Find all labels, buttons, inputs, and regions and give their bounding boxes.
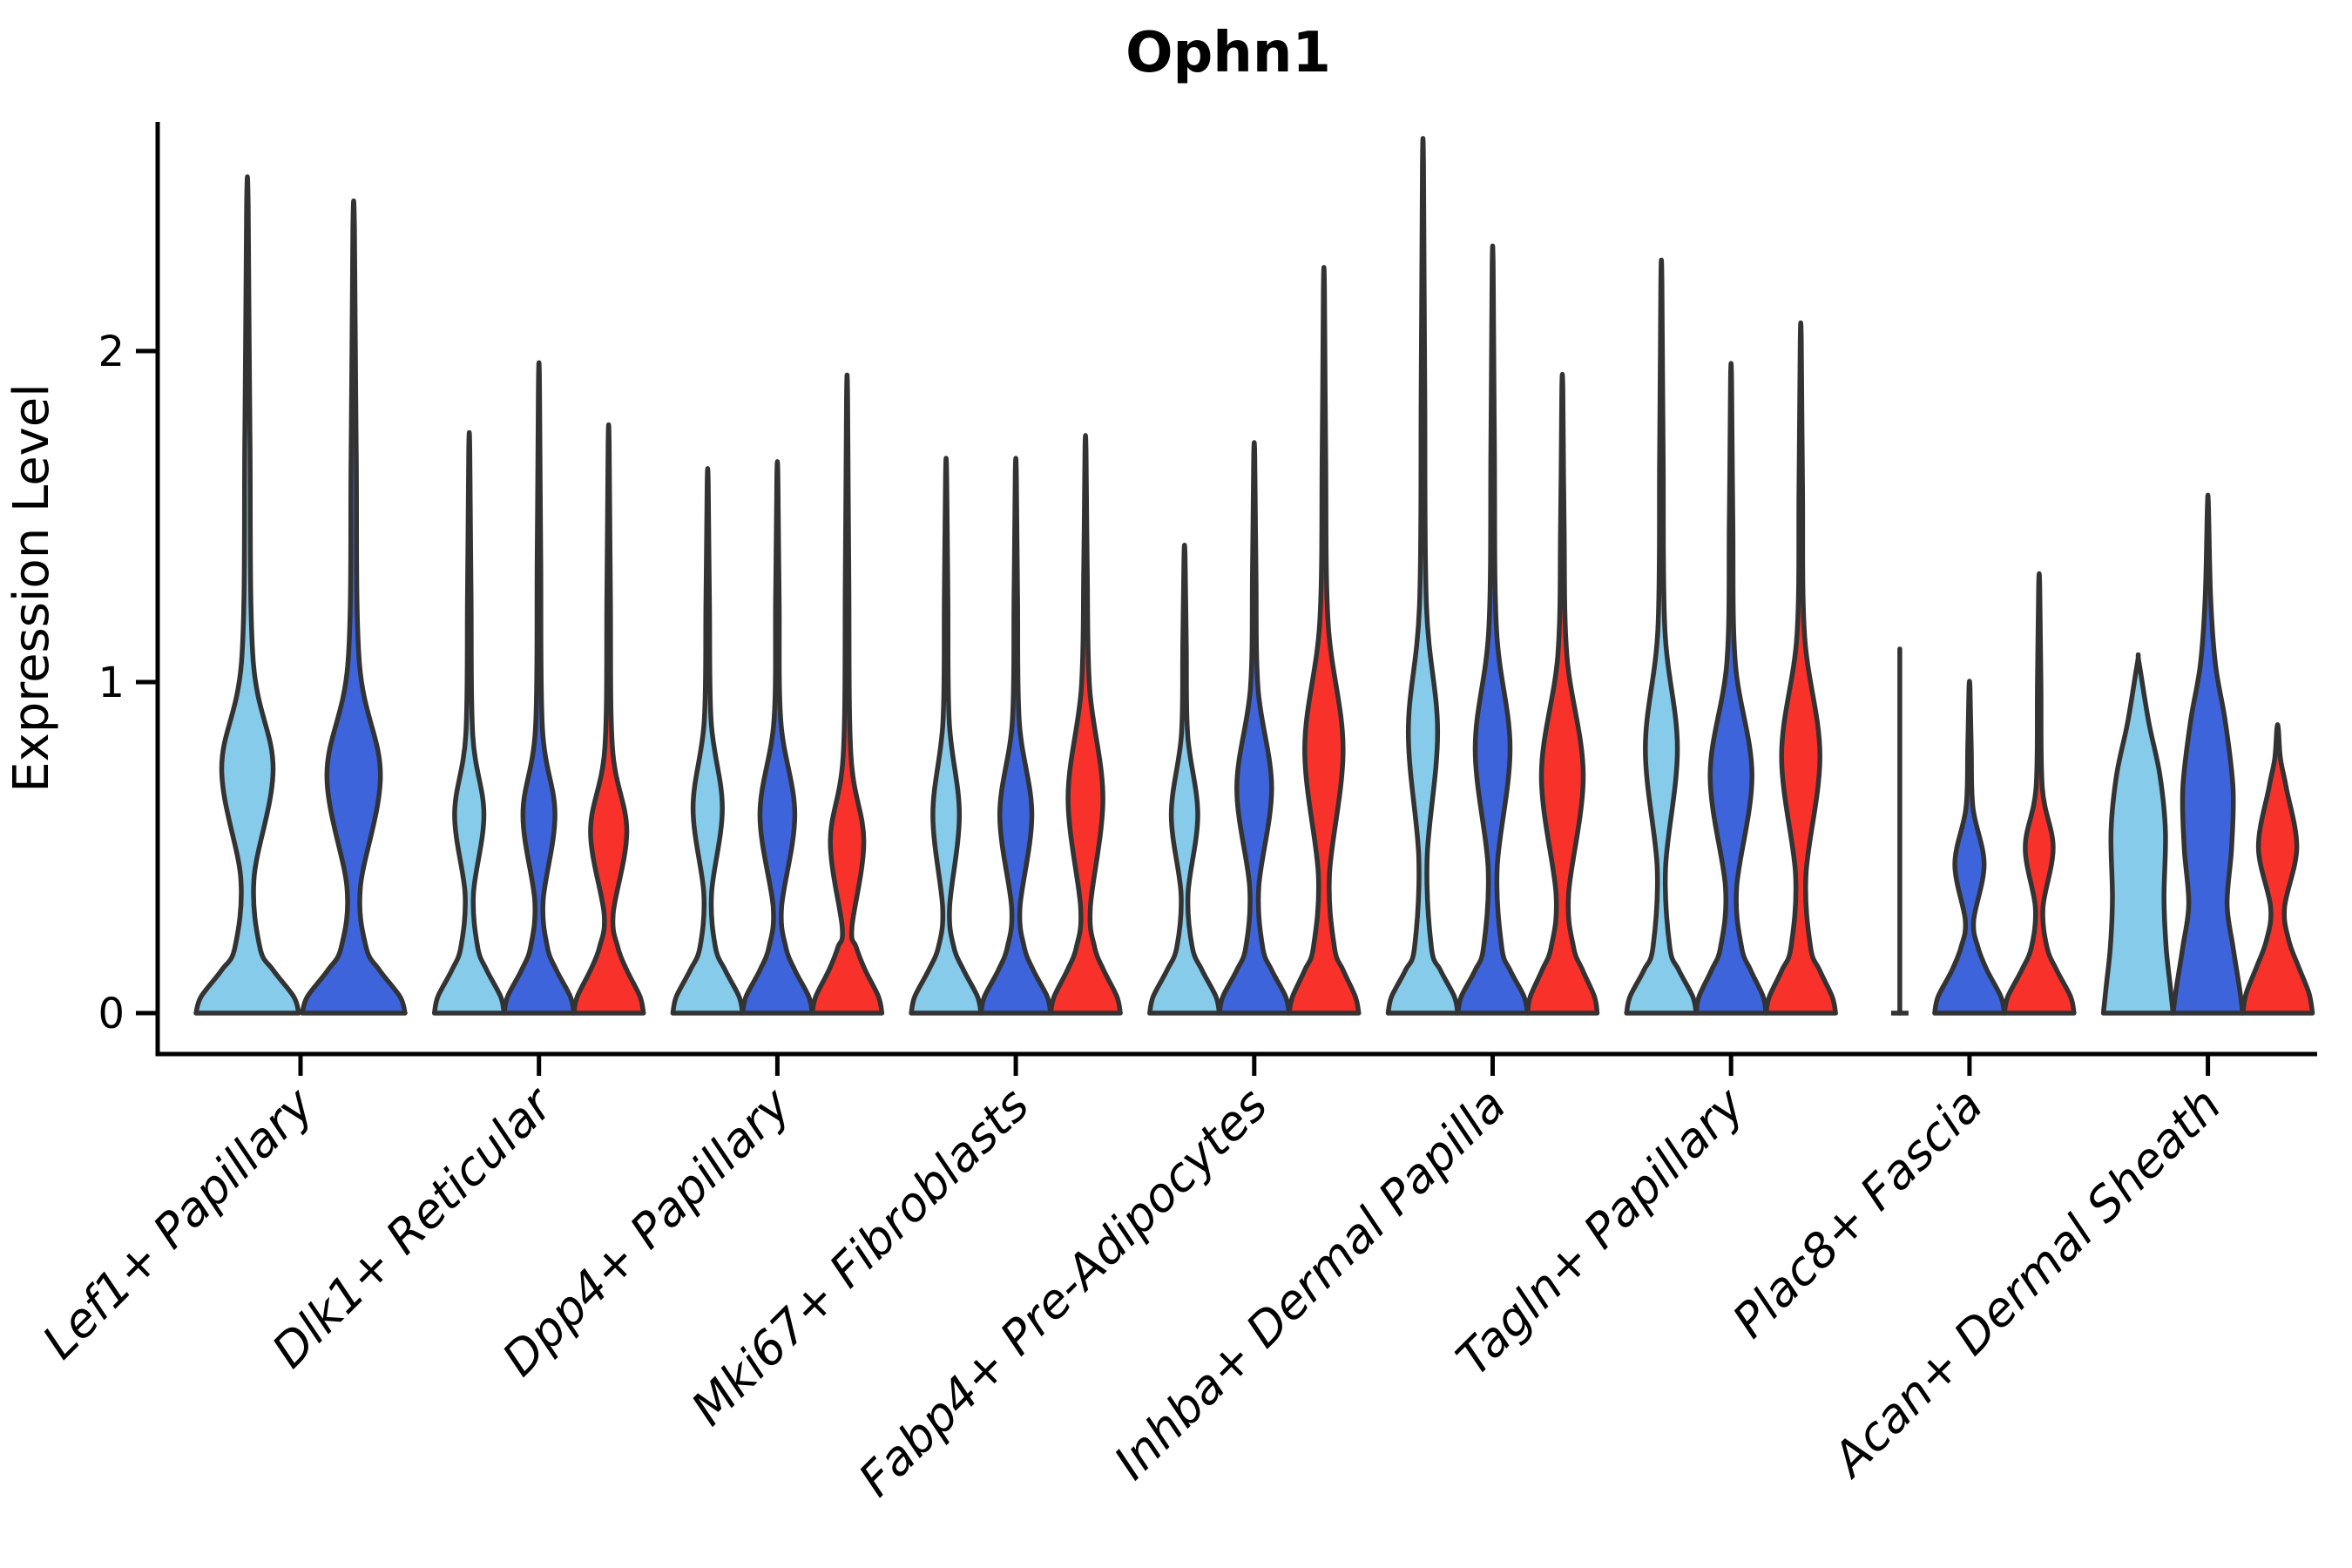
violin (2002, 571, 2077, 1016)
violin (1217, 440, 1292, 1016)
violin (670, 466, 746, 1016)
violin (1385, 136, 1461, 1016)
violin (1763, 320, 1838, 1016)
axes-layer (136, 122, 2317, 1076)
violin (2240, 722, 2315, 1016)
violin (501, 360, 577, 1016)
violin (978, 456, 1053, 1016)
y-axis-label: Expression Level (3, 383, 60, 793)
violin (1693, 361, 1768, 1016)
violin (1524, 371, 1600, 1016)
x-tick-label: Plac8+ Fascia (1722, 1078, 1993, 1348)
violin (2170, 492, 2246, 1016)
violins-layer (193, 136, 2315, 1016)
violin (909, 456, 983, 1016)
violin (740, 459, 815, 1016)
y-tick-label: 2 (98, 328, 125, 376)
violin (571, 422, 646, 1016)
violin (1287, 265, 1362, 1016)
violin (1048, 433, 1123, 1016)
x-tick-label: Inhba+ Dermal Papilla (1104, 1078, 1517, 1490)
y-tick-label: 0 (98, 990, 125, 1038)
violin (1932, 679, 2007, 1016)
x-tick-label: Fabp4+ Pre-Adipocytes (848, 1078, 1278, 1507)
chart-title: Ophn1 (1125, 21, 1331, 85)
violin (809, 373, 885, 1016)
violin (300, 198, 408, 1016)
violin (1624, 258, 1699, 1016)
violin (193, 174, 301, 1016)
violin (1455, 243, 1531, 1016)
violin (431, 429, 507, 1016)
x-tick-label: Acan+ Dermal Sheath (1821, 1078, 2232, 1489)
violin (1147, 543, 1222, 1016)
y-tick-label: 1 (98, 659, 125, 707)
violin (2100, 652, 2176, 1016)
